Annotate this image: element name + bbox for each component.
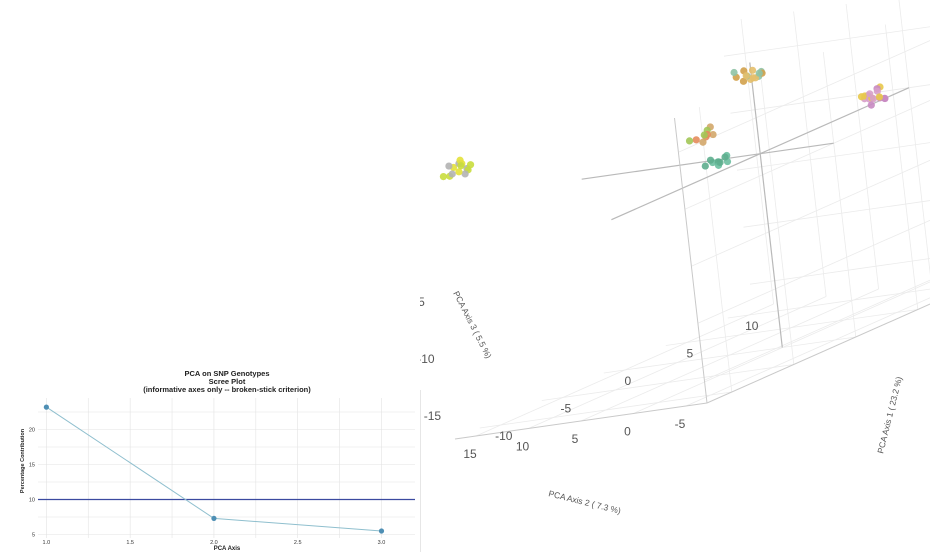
axis2-label: PCA Axis 2 ( 7.3 %) [548, 488, 623, 516]
3d-axis-lines [455, 63, 930, 440]
3d-point-cluster-1 [743, 72, 750, 79]
3d-point-cluster-5 [716, 159, 723, 166]
grid-line [823, 52, 856, 337]
3d-tick-label: 15 [463, 447, 477, 461]
scree-y-tick-label: 5 [32, 533, 35, 539]
scree-x-tick-label: 2.5 [294, 540, 302, 546]
3d-point-cluster-3 [858, 93, 865, 100]
3d-point-cluster-1 [756, 70, 763, 77]
scree-x-tick-label: 1.0 [43, 540, 51, 546]
grid-line [699, 107, 732, 392]
3d-tick-label: -5 [560, 402, 571, 416]
scree-title-line-3: (informative axes only -- broken-stick c… [143, 385, 311, 394]
scree-x-axis-label: PCA Axis [214, 546, 241, 552]
3d-point-cluster-4 [701, 131, 708, 138]
grid-line [698, 191, 930, 323]
scree-point [379, 528, 384, 533]
grid-line [731, 77, 930, 113]
3d-point-cluster-5 [707, 157, 714, 164]
3d-tick-label: 0 [624, 374, 631, 388]
3d-point-cluster-4 [693, 136, 700, 143]
3d-tick-label: 5 [686, 347, 693, 361]
3d-tick-label: -15 [424, 409, 442, 423]
3d-point-cluster-3 [866, 90, 873, 97]
scree-point [44, 405, 49, 410]
scree-y-tick-label: 20 [29, 428, 35, 434]
3d-tick-label: -10 [420, 352, 435, 366]
3d-point-cluster-4 [699, 139, 706, 146]
3d-tick-label: -10 [495, 429, 513, 443]
axis3-label: PCA Axis 3 ( 5.5 %) [451, 289, 494, 360]
axis1-label: PCA Axis 1 ( 23.2 %) [875, 375, 904, 454]
scree-y-axis-label: Percentage Contribution [20, 428, 26, 493]
grid-line [744, 191, 930, 227]
3d-point-cluster-2 [455, 168, 462, 175]
3d-point-cluster-1 [730, 69, 737, 76]
grid-line [728, 282, 930, 318]
3d-tick-label: 5 [572, 432, 579, 446]
3d-point-cluster-2 [462, 170, 469, 177]
grid-line [724, 20, 930, 56]
3d-point-cluster-2 [467, 161, 474, 168]
3d-point-cluster-2 [457, 162, 464, 169]
grid-line [899, 0, 930, 282]
3d-point-cluster-1 [749, 67, 756, 74]
3d-point-cluster-5 [721, 153, 728, 160]
grid-line [846, 4, 879, 289]
3d-point-cluster-2 [449, 170, 456, 177]
grid-line [704, 248, 930, 380]
3d-tick-label: 0 [624, 425, 631, 439]
scree-y-tick-label: 10 [29, 498, 35, 504]
grid-line [794, 12, 827, 297]
grid-line [885, 25, 918, 310]
3d-tick-label: -5 [420, 295, 425, 309]
3d-tick-label: 10 [745, 319, 759, 333]
3d-point-cluster-3 [868, 102, 875, 109]
scree-y-tick-label: 15 [29, 463, 35, 469]
scree-point [211, 516, 216, 521]
frame-edge [455, 403, 707, 439]
scree-x-tick-label: 3.0 [378, 540, 386, 546]
3d-point-cluster-5 [702, 162, 709, 169]
axis-zero-line [750, 63, 783, 348]
3d-point-cluster-2 [445, 162, 452, 169]
grid-line [750, 248, 930, 284]
scree-grid [38, 398, 415, 538]
grid-line [529, 297, 827, 429]
grid-line [741, 19, 774, 304]
3d-point-cluster-3 [876, 93, 883, 100]
3d-tick-label: 10 [516, 440, 530, 454]
3d-tick-label: -5 [675, 417, 686, 431]
3d-point-cluster-4 [686, 137, 693, 144]
3d-point-cluster-2 [440, 173, 447, 180]
scree-x-tick-label: 1.5 [126, 540, 134, 546]
3d-scatter-points [440, 67, 889, 180]
